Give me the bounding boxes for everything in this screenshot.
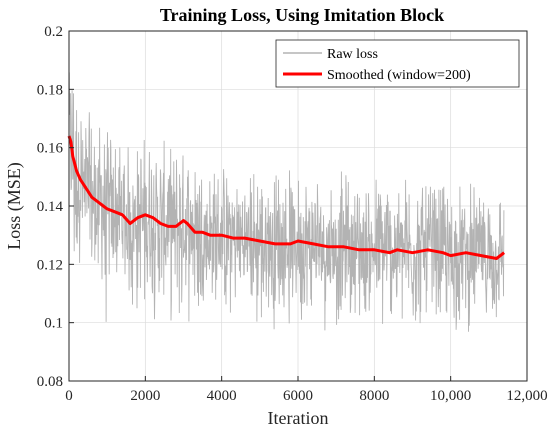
legend-box — [275, 39, 520, 88]
legend-label-smoothed: Smoothed (window=200) — [327, 68, 471, 83]
x-tick-label: 12,000 — [506, 388, 547, 404]
legend: Raw loss Smoothed (window=200) — [275, 39, 520, 88]
x-tick-label: 10,000 — [430, 388, 471, 404]
x-tick-label: 4000 — [207, 388, 237, 404]
y-tick-label: 0.1 — [44, 316, 63, 332]
smoothed-series — [67, 135, 506, 260]
x-tick-label: 6000 — [283, 388, 313, 404]
y-axis-label: Loss (MSE) — [4, 162, 25, 250]
x-ticks: 0 2000 4000 6000 8000 10,000 12,000 — [65, 376, 548, 404]
y-tick-label: 0.14 — [37, 199, 64, 215]
smoothed-loss-line — [67, 135, 506, 260]
raw-loss-series — [68, 72, 505, 332]
y-tick-label: 0.08 — [37, 374, 63, 390]
x-axis-label: Iteration — [268, 408, 329, 428]
x-tick-label: 2000 — [130, 388, 160, 404]
x-tick-label: 8000 — [359, 388, 389, 404]
y-tick-label: 0.18 — [37, 82, 63, 98]
y-ticks: 0.08 0.1 0.12 0.14 0.16 0.18 0.2 — [37, 24, 74, 390]
y-tick-label: 0.16 — [37, 141, 64, 157]
chart-title: Training Loss, Using Imitation Block — [160, 5, 444, 25]
x-tick-label: 0 — [65, 388, 73, 404]
y-tick-label: 0.12 — [37, 257, 63, 273]
legend-label-raw: Raw loss — [327, 47, 378, 62]
raw-loss-line — [68, 72, 505, 332]
y-tick-label: 0.2 — [44, 24, 63, 40]
